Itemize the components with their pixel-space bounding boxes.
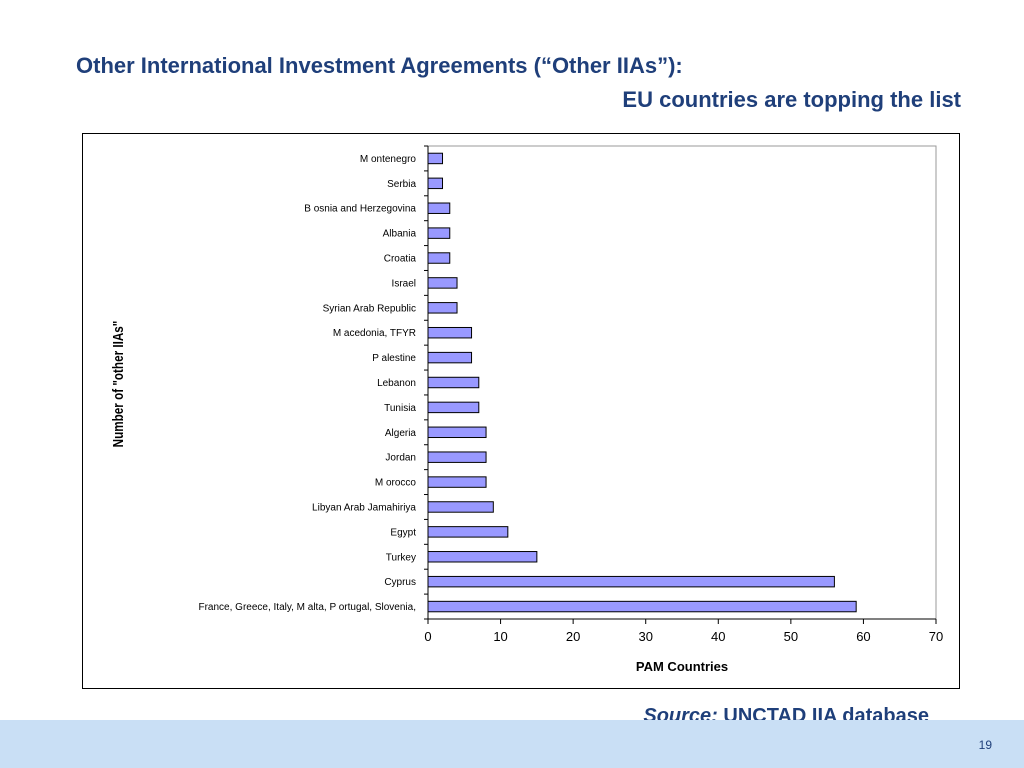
- category-label: Tunisia: [384, 403, 416, 414]
- bar: [427, 252, 451, 264]
- bar: [427, 351, 473, 364]
- bar: [427, 376, 480, 389]
- x-tick-label: 70: [929, 629, 943, 644]
- category-label: Turkey: [386, 552, 416, 563]
- category-label: Syrian Arab Republic: [323, 303, 416, 314]
- category-label: P alestine: [372, 353, 416, 364]
- x-tick-label: 10: [493, 629, 507, 644]
- plot-area: [427, 145, 937, 620]
- bar: [427, 152, 444, 165]
- bar: [427, 451, 487, 463]
- x-tick-label: 20: [566, 629, 580, 644]
- bar: [427, 600, 857, 613]
- x-tick-label: 0: [424, 629, 431, 644]
- bar: [427, 476, 487, 488]
- category-label: Cyprus: [384, 577, 416, 588]
- category-label: Jordan: [385, 453, 416, 464]
- bar: [427, 551, 538, 563]
- bar: [427, 227, 451, 239]
- y-axis-title: Number of "other IIAs": [110, 321, 127, 448]
- category-label: France, Greece, Italy, M alta, P ortugal…: [198, 602, 416, 613]
- slide-title-line-2: EU countries are topping the list: [622, 87, 961, 112]
- category-label: Israel: [392, 278, 416, 289]
- bar: [427, 401, 480, 414]
- bar: [427, 575, 835, 588]
- slide-title-line-1: Other International Investment Agreement…: [76, 53, 683, 78]
- x-tick-label: 50: [784, 629, 798, 644]
- category-label: M orocco: [375, 478, 417, 489]
- bar: [427, 426, 487, 439]
- bar: [427, 202, 451, 214]
- bar: [427, 277, 458, 289]
- category-label: Libyan Arab Jamahiriya: [312, 502, 416, 513]
- category-label: Croatia: [384, 254, 417, 265]
- category-label: B osnia and Herzegovina: [304, 204, 416, 215]
- bar: [427, 177, 444, 190]
- category-label: M acedonia, TFYR: [333, 328, 416, 339]
- chart-frame: M ontenegro Serbia B osnia and Herzegovina…: [82, 133, 960, 689]
- bar: [427, 302, 458, 314]
- category-label: Algeria: [385, 428, 417, 439]
- category-label: Lebanon: [377, 378, 416, 389]
- category-label: Serbia: [387, 179, 416, 190]
- bar-chart: M ontenegro Serbia B osnia and Herzegovina…: [110, 145, 943, 674]
- category-label: Albania: [383, 229, 417, 240]
- x-axis-title: PAM Countries: [636, 659, 728, 674]
- x-tick-label: 40: [711, 629, 725, 644]
- bar: [427, 326, 473, 339]
- page-number: 19: [978, 738, 992, 752]
- bar: [427, 526, 509, 538]
- bar: [427, 501, 494, 513]
- category-label: M ontenegro: [360, 154, 417, 165]
- footer-band: [0, 720, 1024, 768]
- x-tick-label: 30: [638, 629, 652, 644]
- category-label: Egypt: [390, 527, 416, 538]
- x-tick-label: 60: [856, 629, 870, 644]
